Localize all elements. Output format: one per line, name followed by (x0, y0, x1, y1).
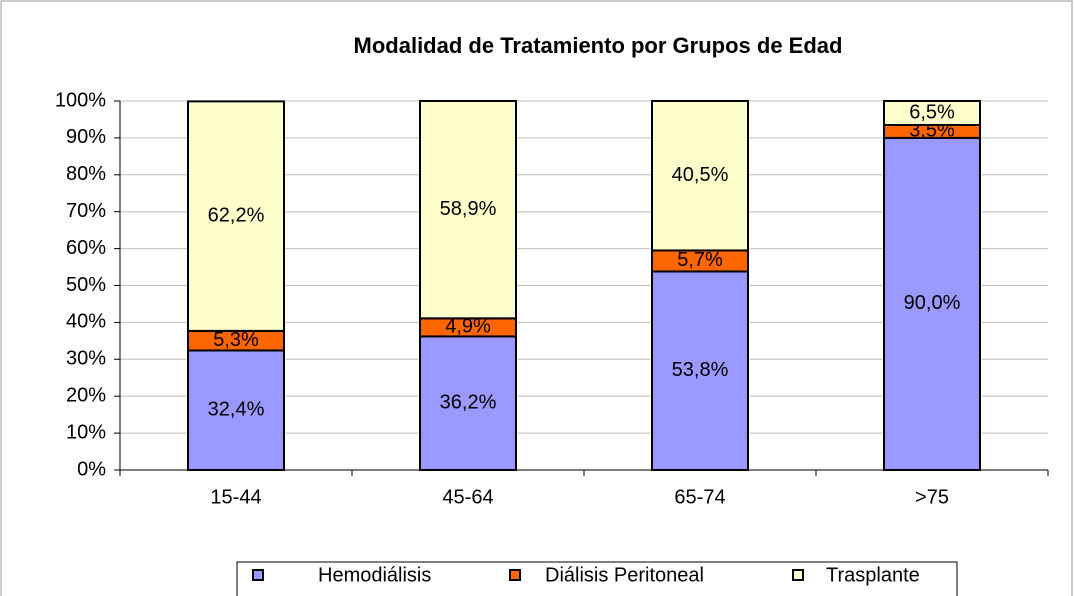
chart-title: Modalidad de Tratamiento por Grupos de E… (354, 33, 843, 58)
legend-marker (509, 569, 521, 581)
legend-marker (252, 569, 264, 581)
y-tick-label: 50% (66, 274, 106, 296)
bar-segment (651, 270, 749, 471)
y-tick-label: 0% (77, 458, 106, 480)
data-label: 62,2% (208, 204, 265, 226)
x-tick-label: >75 (915, 486, 949, 508)
y-tick-label: 40% (66, 311, 106, 333)
legend-label: Trasplante (826, 564, 920, 586)
data-label: 36,2% (440, 391, 497, 413)
x-tick-label: 65-74 (674, 486, 725, 508)
bar-segment (187, 100, 285, 332)
x-tick-label: 45-64 (442, 486, 493, 508)
bar-segment (187, 349, 285, 471)
y-tick-label: 80% (66, 163, 106, 185)
legend-marker (792, 569, 804, 581)
data-label: 32,4% (208, 399, 265, 421)
data-label: 4,9% (445, 316, 491, 338)
x-tick-label: 15-44 (210, 486, 261, 508)
data-label: 6,5% (909, 101, 955, 123)
bar-segment (419, 100, 517, 320)
bar-segment (883, 100, 981, 126)
data-label: 5,7% (677, 249, 723, 271)
y-tick-label: 90% (66, 126, 106, 148)
bar-segment (651, 100, 749, 252)
legend-label: Hemodiálisis (318, 564, 431, 586)
bar-segment (419, 335, 517, 471)
data-label: 58,9% (440, 198, 497, 220)
legend-box (236, 561, 958, 596)
data-label: 5,3% (213, 329, 259, 351)
y-tick-label: 30% (66, 348, 106, 370)
y-tick-label: 100% (55, 89, 106, 111)
legend-label: Diálisis Peritoneal (545, 564, 704, 586)
data-label: 90,0% (904, 292, 961, 314)
y-tick-label: 70% (66, 200, 106, 222)
data-label: 53,8% (672, 359, 729, 381)
y-tick-label: 60% (66, 237, 106, 259)
y-tick-label: 20% (66, 384, 106, 406)
y-tick-label: 10% (66, 421, 106, 443)
data-label: 40,5% (672, 164, 729, 186)
